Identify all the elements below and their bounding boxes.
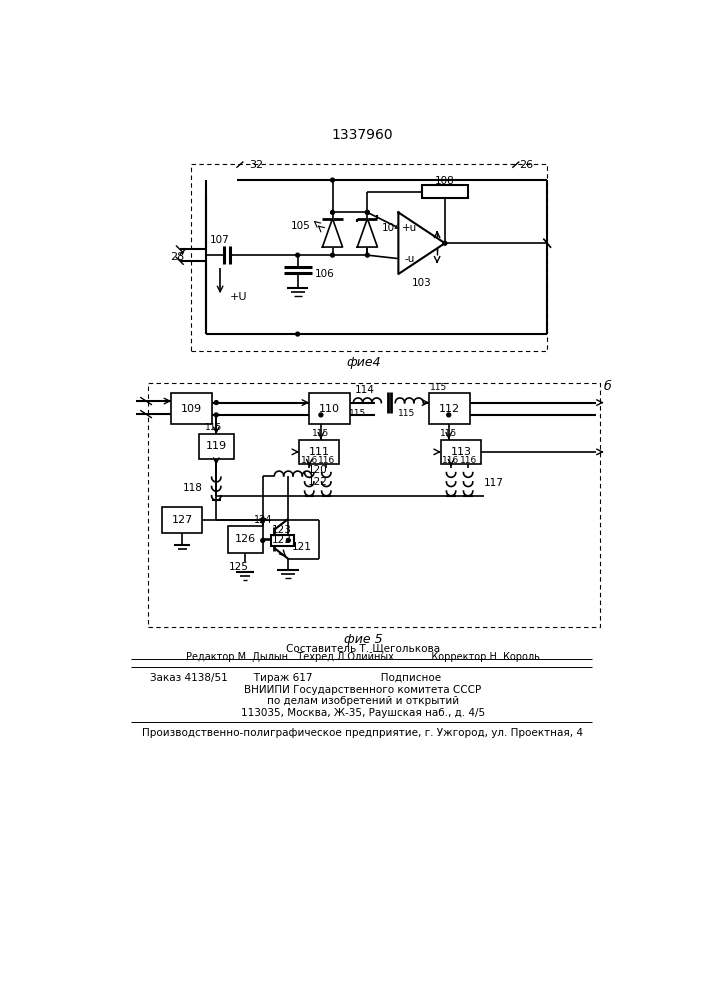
Circle shape <box>443 241 447 245</box>
Polygon shape <box>357 219 378 247</box>
Text: 119: 119 <box>206 441 227 451</box>
Text: 116: 116 <box>317 456 335 465</box>
Circle shape <box>366 253 369 257</box>
Text: фие4: фие4 <box>346 356 381 369</box>
Bar <box>309 393 349 424</box>
Circle shape <box>286 538 291 542</box>
Text: 115: 115 <box>440 429 457 438</box>
Bar <box>199 434 234 459</box>
Circle shape <box>296 332 300 336</box>
Text: 115: 115 <box>398 409 416 418</box>
Text: 26: 26 <box>519 160 533 170</box>
Text: 112: 112 <box>439 404 460 414</box>
Circle shape <box>261 518 264 522</box>
Text: 109: 109 <box>181 404 202 414</box>
Text: 127: 127 <box>172 515 193 525</box>
Text: 28: 28 <box>170 252 185 262</box>
Text: 105: 105 <box>291 221 311 231</box>
Text: Производственно-полиграфическое предприятие, г. Ужгород, ул. Проектная, 4: Производственно-полиграфическое предприя… <box>142 728 583 738</box>
Bar <box>271 535 293 546</box>
Text: фие 5: фие 5 <box>344 633 382 646</box>
Text: 115: 115 <box>205 424 223 432</box>
Bar <box>228 526 263 553</box>
Text: 120: 120 <box>308 465 327 475</box>
Text: +u: +u <box>402 223 417 233</box>
Text: 113: 113 <box>450 447 472 457</box>
Text: Заказ 4138/51        Тираж 617                     Подписное: Заказ 4138/51 Тираж 617 Подписное <box>151 673 441 683</box>
Circle shape <box>296 253 300 257</box>
Text: 125: 125 <box>229 562 249 572</box>
Text: по делам изобретений и открытий: по делам изобретений и открытий <box>267 696 459 706</box>
Bar <box>299 440 339 464</box>
Bar <box>162 507 202 533</box>
Text: 116: 116 <box>443 456 460 465</box>
Text: 121: 121 <box>291 542 311 552</box>
Text: 104: 104 <box>381 223 401 233</box>
Text: 1337960: 1337960 <box>332 128 394 142</box>
Text: ВНИИПИ Государственного комитета СССР: ВНИИПИ Государственного комитета СССР <box>244 685 481 695</box>
Bar <box>429 393 469 424</box>
Text: 107: 107 <box>210 235 230 245</box>
Bar <box>148 383 600 627</box>
Text: 126: 126 <box>234 534 255 544</box>
Text: 103: 103 <box>411 278 431 288</box>
Circle shape <box>214 413 218 417</box>
Bar <box>171 393 211 424</box>
Text: -u: -u <box>404 254 414 264</box>
Text: 115: 115 <box>430 383 448 392</box>
Bar <box>192 164 547 351</box>
Text: 114: 114 <box>355 385 375 395</box>
Bar <box>441 440 481 464</box>
Circle shape <box>214 401 218 405</box>
Text: 115: 115 <box>349 409 366 418</box>
Text: 32: 32 <box>250 160 264 170</box>
Text: 123: 123 <box>272 535 292 545</box>
Text: Редактор М. Дылын   Техред Л.Олийных            Корректор Н. Король: Редактор М. Дылын Техред Л.Олийных Корре… <box>186 652 539 662</box>
Text: 116: 116 <box>300 456 318 465</box>
Text: 122: 122 <box>308 477 327 487</box>
Text: 106: 106 <box>315 269 334 279</box>
Text: 116: 116 <box>460 456 477 465</box>
Polygon shape <box>398 212 445 274</box>
Circle shape <box>447 413 450 417</box>
Circle shape <box>331 178 334 182</box>
Circle shape <box>319 413 323 417</box>
Text: 115: 115 <box>312 429 329 438</box>
Text: +U: +U <box>230 292 247 302</box>
Text: 113035, Москва, Ж-35, Раушская наб., д. 4/5: 113035, Москва, Ж-35, Раушская наб., д. … <box>240 708 485 718</box>
Text: б: б <box>604 380 612 393</box>
Polygon shape <box>322 219 343 247</box>
Text: Составитель Т. Щеголькова: Составитель Т. Щеголькова <box>286 643 440 653</box>
Circle shape <box>331 210 334 214</box>
Text: 108: 108 <box>435 176 455 186</box>
Text: 117: 117 <box>484 478 503 488</box>
Text: 110: 110 <box>319 404 340 414</box>
Text: 118: 118 <box>182 483 202 493</box>
Circle shape <box>331 253 334 257</box>
Bar <box>421 185 468 198</box>
Circle shape <box>366 210 369 214</box>
Circle shape <box>366 210 369 214</box>
Text: 111: 111 <box>309 447 330 457</box>
Text: 124: 124 <box>254 515 272 525</box>
Circle shape <box>261 538 264 542</box>
Text: 123: 123 <box>272 525 292 535</box>
